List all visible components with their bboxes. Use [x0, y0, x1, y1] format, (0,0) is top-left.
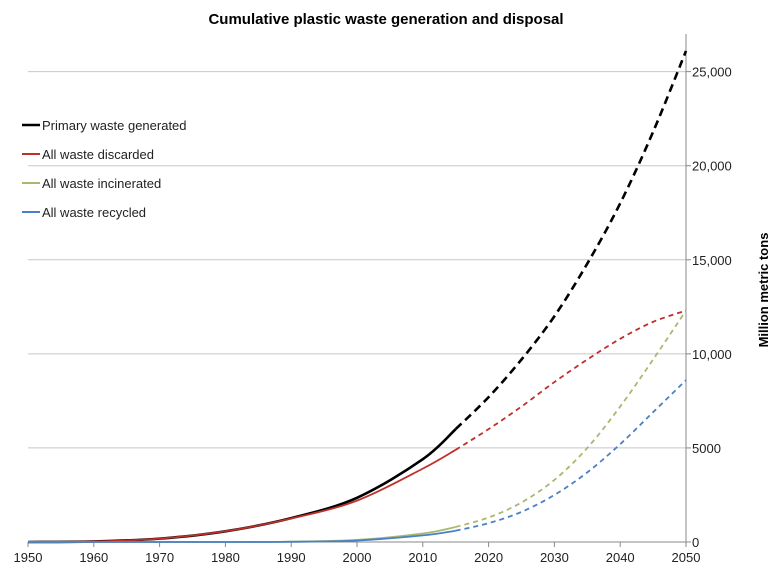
x-tick-label-1990: 1990: [277, 550, 306, 565]
x-tick-label-2040: 2040: [606, 550, 635, 565]
gridlines: [28, 71, 686, 449]
legend-label-2: All waste incinerated: [42, 176, 161, 191]
x-tick-label-2000: 2000: [343, 550, 372, 565]
x-tick-label-2010: 2010: [408, 550, 437, 565]
chart-title: Cumulative plastic waste generation and …: [208, 11, 563, 28]
x-tick-label-1950: 1950: [14, 550, 43, 565]
y-tick-labels: 0 5000 10,000 15,000 20,000 25,000: [686, 65, 732, 550]
y-tick-label-4: 20,000: [692, 159, 732, 174]
axes: [28, 34, 687, 543]
x-tick-label-2050: 2050: [672, 550, 701, 565]
legend-label-1: All waste discarded: [42, 147, 154, 162]
series-line-1-projected: [455, 309, 687, 451]
x-tick-label-1960: 1960: [79, 550, 108, 565]
y-tick-label-0: 0: [692, 535, 699, 550]
series-line-1-historical: [27, 449, 457, 543]
x-tick-labels: 1950 1960 1970 1980 1990 2000 2010 2020 2030 2040…: [14, 542, 701, 565]
series-line-3-historical: [27, 529, 456, 543]
x-tick-label-2020: 2020: [474, 550, 503, 565]
series-line-3-projected: [455, 379, 687, 532]
y-tick-label-3: 15,000: [692, 253, 732, 268]
series-line-2-projected: [455, 310, 687, 528]
legend-label-3: All waste recycled: [42, 205, 146, 220]
legend: Primary waste generated All waste discard…: [22, 118, 187, 220]
x-tick-label-1980: 1980: [211, 550, 240, 565]
y-tick-label-1: 5000: [692, 441, 721, 456]
x-tick-label-1970: 1970: [145, 550, 174, 565]
x-tick-label-2030: 2030: [540, 550, 569, 565]
y-tick-label-2: 10,000: [692, 347, 732, 362]
legend-label-0: Primary waste generated: [42, 118, 187, 133]
y-tick-label-5: 25,000: [692, 65, 732, 80]
y-axis-label: Million metric tons: [756, 233, 771, 348]
series-line-0-projected: [454, 50, 688, 431]
series-lines: [27, 50, 688, 544]
